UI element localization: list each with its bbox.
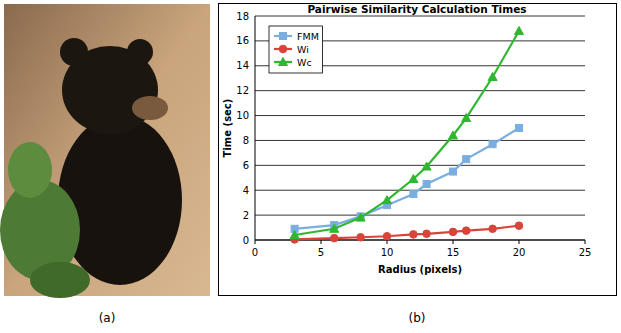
x-tick — [387, 240, 388, 244]
series-point — [463, 156, 470, 163]
legend-marker — [279, 45, 287, 53]
series-point — [488, 72, 497, 80]
series-point — [383, 232, 391, 240]
grid-line — [255, 215, 585, 216]
series-line — [295, 31, 519, 235]
y-tick-label: 2 — [243, 210, 249, 221]
series-point — [462, 114, 471, 122]
x-tick — [453, 240, 454, 244]
foliage — [8, 142, 52, 198]
legend-label: Wi — [297, 44, 309, 55]
x-tick — [255, 240, 256, 244]
legend-label: Wc — [297, 57, 312, 68]
foliage — [30, 262, 90, 298]
series-point — [462, 227, 470, 235]
bear-snout — [132, 96, 168, 120]
y-tick-label: 12 — [236, 85, 249, 96]
legend-marker — [279, 58, 288, 66]
y-tick-label: 16 — [236, 35, 249, 46]
grid-line — [255, 16, 585, 17]
x-tick-label: 0 — [252, 247, 258, 258]
y-tick-label: 4 — [243, 185, 249, 196]
series-point — [290, 231, 299, 239]
grid-line — [255, 165, 585, 166]
series-line — [295, 226, 519, 240]
series-point — [489, 141, 496, 148]
y-tick-label: 18 — [236, 11, 249, 22]
legend-label: FMM — [297, 31, 319, 42]
y-tick-label: 14 — [236, 60, 249, 71]
series-point — [330, 224, 339, 232]
legend-marker — [280, 33, 287, 40]
grid-line — [255, 140, 585, 141]
series-point — [516, 125, 523, 132]
series-point — [422, 162, 431, 170]
y-tick-label: 6 — [243, 160, 249, 171]
bear-ear — [60, 38, 88, 66]
series-point — [383, 196, 392, 204]
panel-label: (a) — [99, 311, 116, 325]
x-tick — [585, 240, 586, 244]
series-point — [409, 175, 418, 183]
series-point — [357, 233, 365, 241]
series-point — [410, 190, 417, 197]
y-tick-label: 10 — [236, 110, 249, 121]
photo — [0, 4, 210, 298]
series-point — [449, 131, 458, 139]
grid-line — [255, 115, 585, 116]
legend: FMM Wi Wc — [269, 26, 323, 73]
chart-frame — [219, 4, 617, 296]
series-point — [356, 213, 365, 221]
plot-area — [290, 26, 523, 243]
series-point — [450, 168, 457, 175]
panel-label: (b) — [409, 311, 426, 325]
bear-ear — [127, 39, 153, 65]
x-tick — [321, 240, 322, 244]
chart-title: Pairwise Similarity Calculation Times — [307, 3, 526, 15]
figure: Pairwise Similarity Calculation Times 0 2 4… — [0, 0, 621, 333]
bear-body — [58, 115, 182, 285]
series-point — [515, 222, 523, 230]
y-axis-title: Time (sec) — [222, 99, 233, 158]
series-line — [295, 128, 519, 229]
y-tick-label: 0 — [243, 235, 249, 246]
series-point — [515, 26, 524, 34]
x-tick-label: 20 — [513, 247, 526, 258]
series-point — [410, 231, 418, 239]
series-point — [330, 234, 338, 242]
legend-box — [269, 26, 323, 73]
series-point — [423, 230, 431, 238]
x-tick — [519, 240, 520, 244]
y-tick-label: 8 — [243, 135, 249, 146]
series-point — [423, 181, 430, 188]
x-tick-label: 10 — [381, 247, 394, 258]
x-tick-label: 15 — [447, 247, 460, 258]
x-tick-label: 25 — [579, 247, 592, 258]
series-point — [449, 228, 457, 236]
x-axis-title: Radius (pixels) — [378, 264, 462, 275]
y-axis — [255, 16, 256, 240]
series-point — [489, 225, 497, 233]
x-tick-label: 5 — [318, 247, 324, 258]
grid-line — [255, 90, 585, 91]
